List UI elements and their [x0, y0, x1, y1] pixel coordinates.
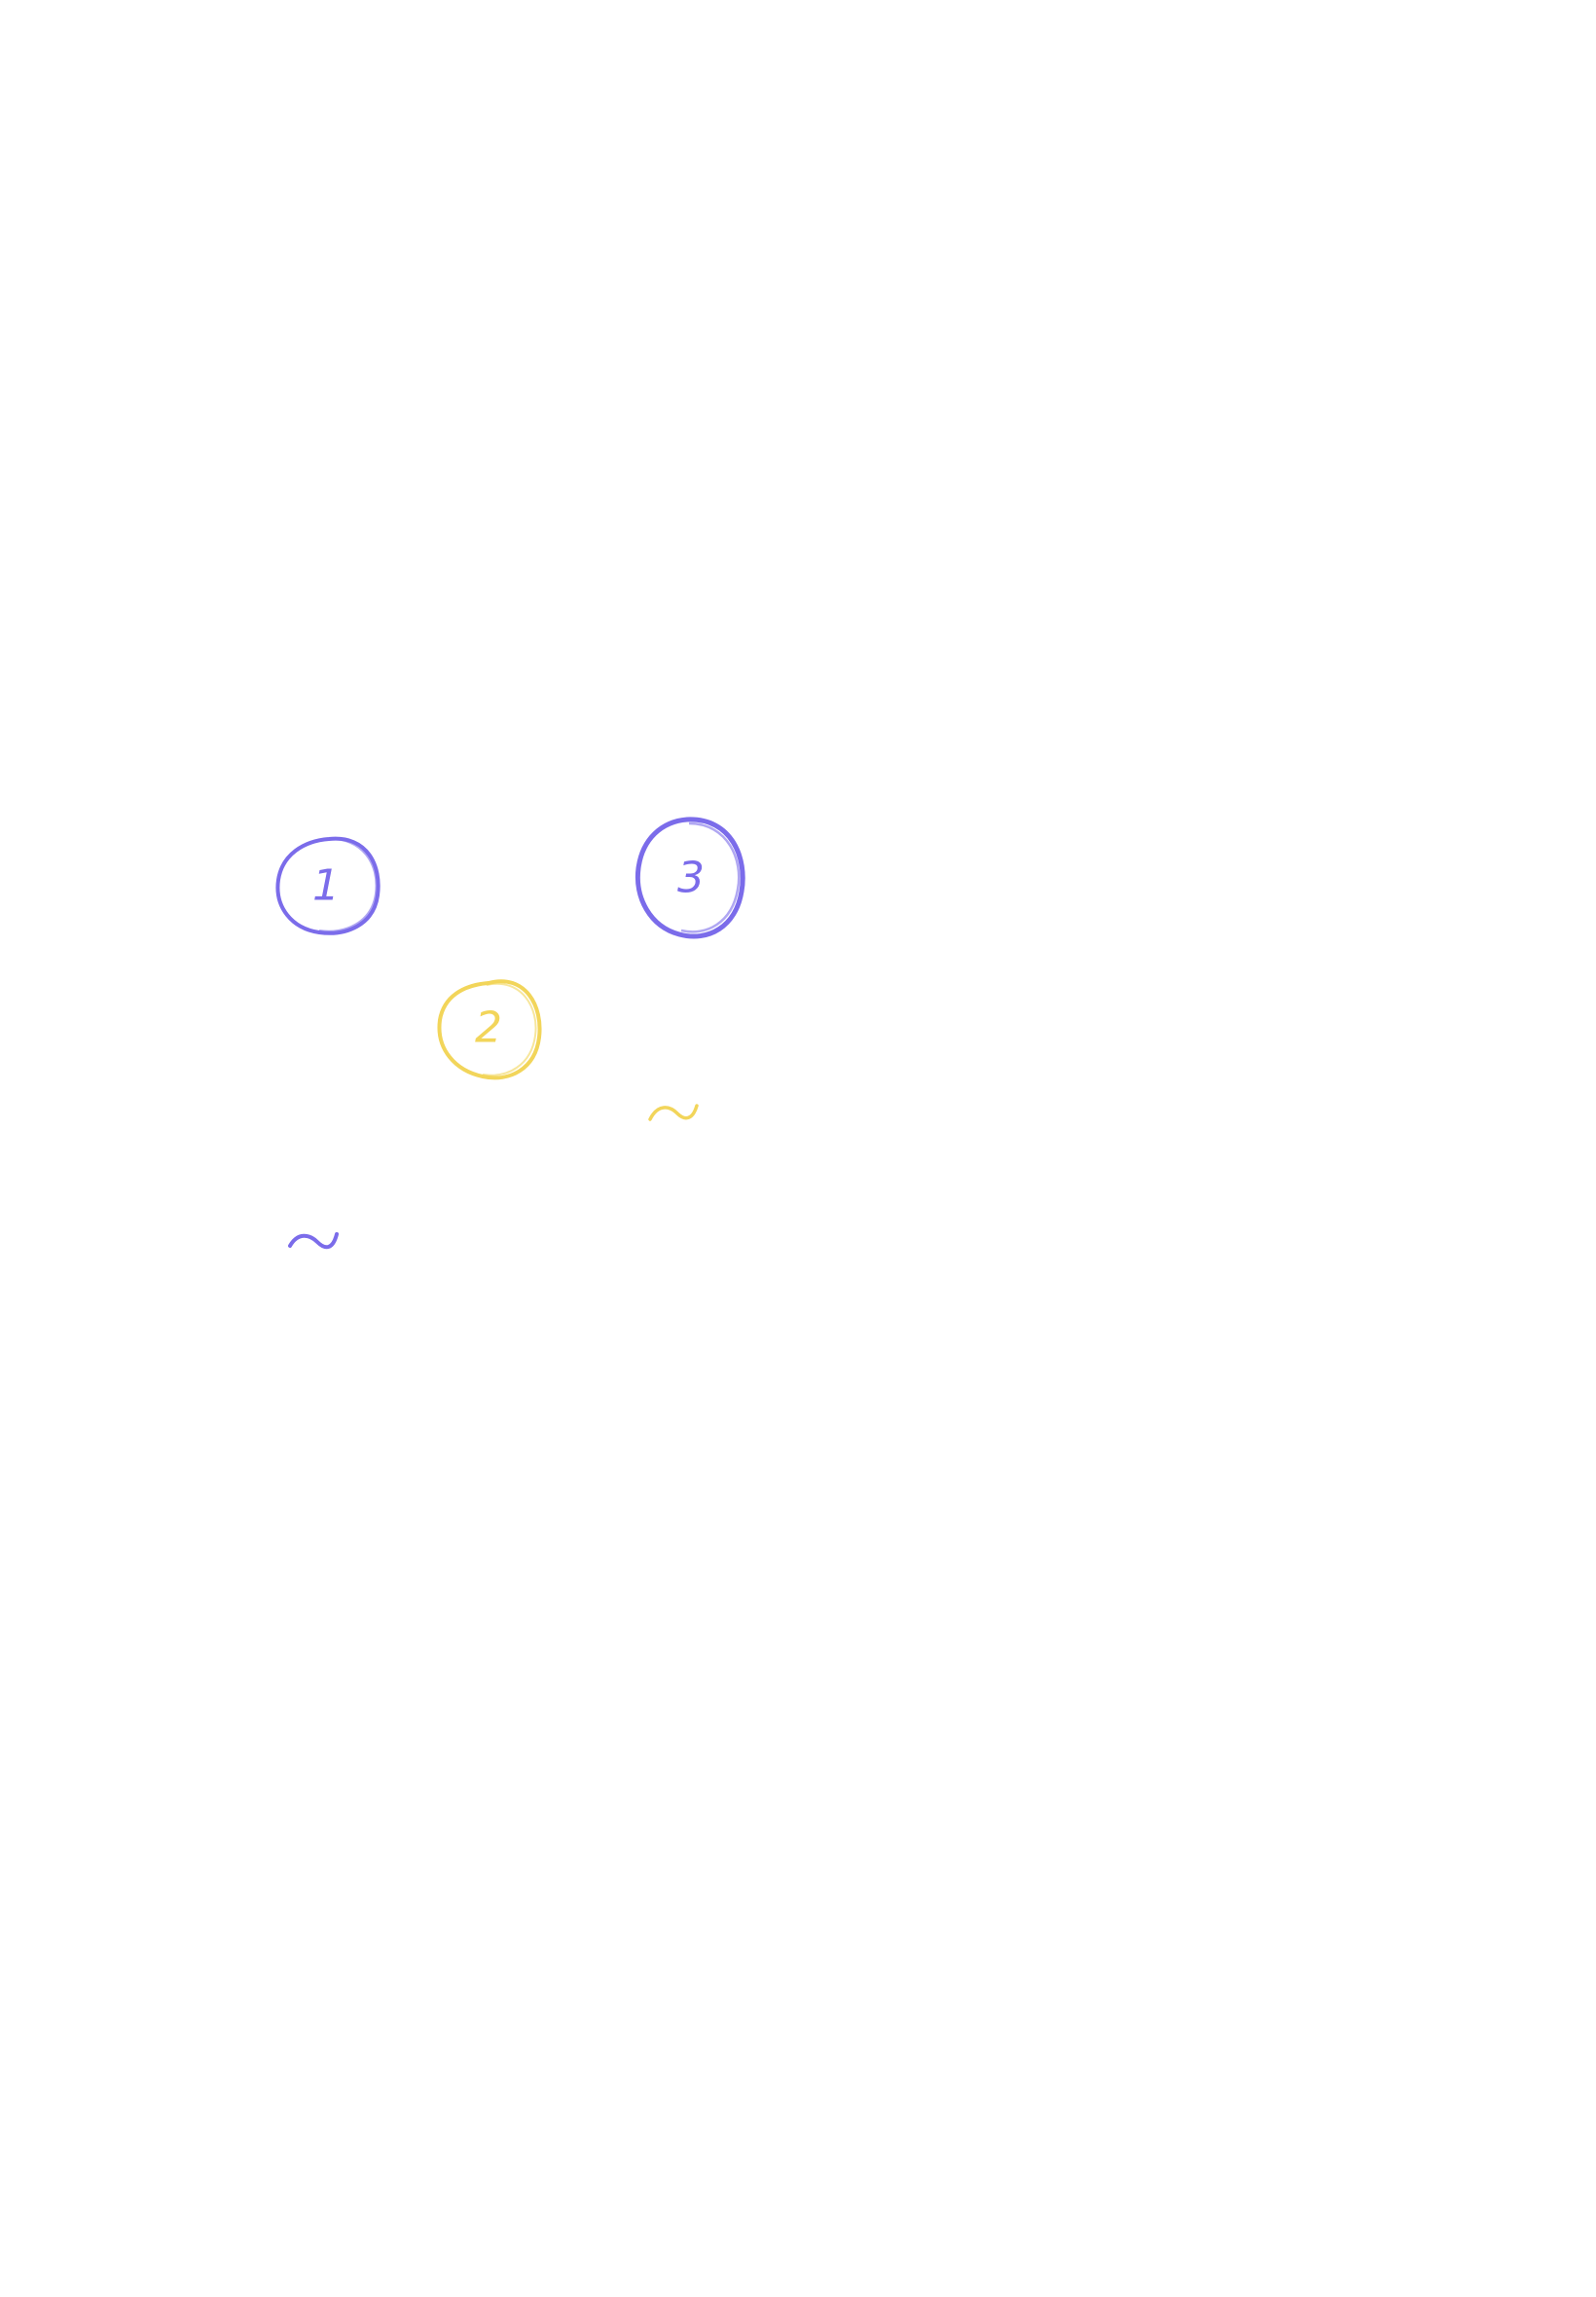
dot-1[interactable]: 1	[275, 836, 381, 935]
dot-3[interactable]: 3	[635, 817, 745, 939]
squiggle-purple: ~	[288, 1232, 339, 1250]
dot-2[interactable]: 2	[437, 979, 542, 1080]
dot-3-circle	[635, 817, 745, 939]
dot-2-circle	[437, 979, 542, 1080]
dot-1-label: 1	[312, 861, 340, 911]
squiggle-yellow: ~	[648, 1104, 699, 1121]
dot-1-circle	[275, 836, 381, 935]
dot-2-label: 2	[475, 1003, 502, 1053]
dot-3-label: 3	[677, 854, 705, 903]
